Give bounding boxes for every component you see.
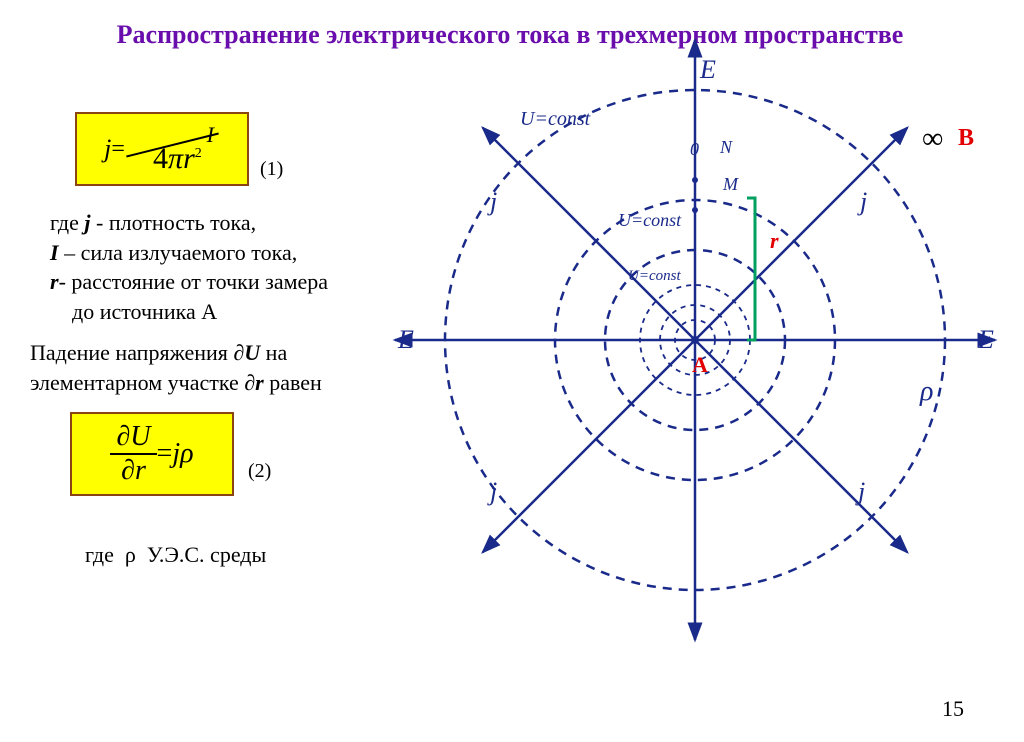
diagram-label-E_left: E xyxy=(397,325,414,354)
diagram-label-rho: ρ xyxy=(919,376,933,407)
diagram-label-j_ll: j xyxy=(487,477,497,506)
diagram-label-M: M xyxy=(722,174,739,194)
slide: Распространение электрического тока в тр… xyxy=(0,0,1024,742)
radial-field-diagram: EEEjjjjρU=constU=constU=constN0MAB∞r xyxy=(0,0,1024,742)
diagram-label-j_ul: j xyxy=(487,187,497,216)
diagram-label-N: N xyxy=(719,137,733,157)
diagram-label-r: r xyxy=(770,228,779,253)
diagram-label-inf: ∞ xyxy=(922,122,943,155)
diagram-label-Uc3: U=const xyxy=(628,268,681,284)
diagram-label-O: 0 xyxy=(690,139,699,159)
diagram-label-A: A xyxy=(692,352,708,377)
diagram-label-B: B xyxy=(958,125,974,151)
page-number: 15 xyxy=(942,696,964,722)
diagram-label-Uc1: U=const xyxy=(520,108,591,130)
diagram-label-j_ur: j xyxy=(857,187,867,216)
diagram-label-E_top: E xyxy=(699,55,716,84)
diagram-label-E_right: E xyxy=(977,325,994,354)
diagram-label-Uc2: U=const xyxy=(618,210,682,230)
